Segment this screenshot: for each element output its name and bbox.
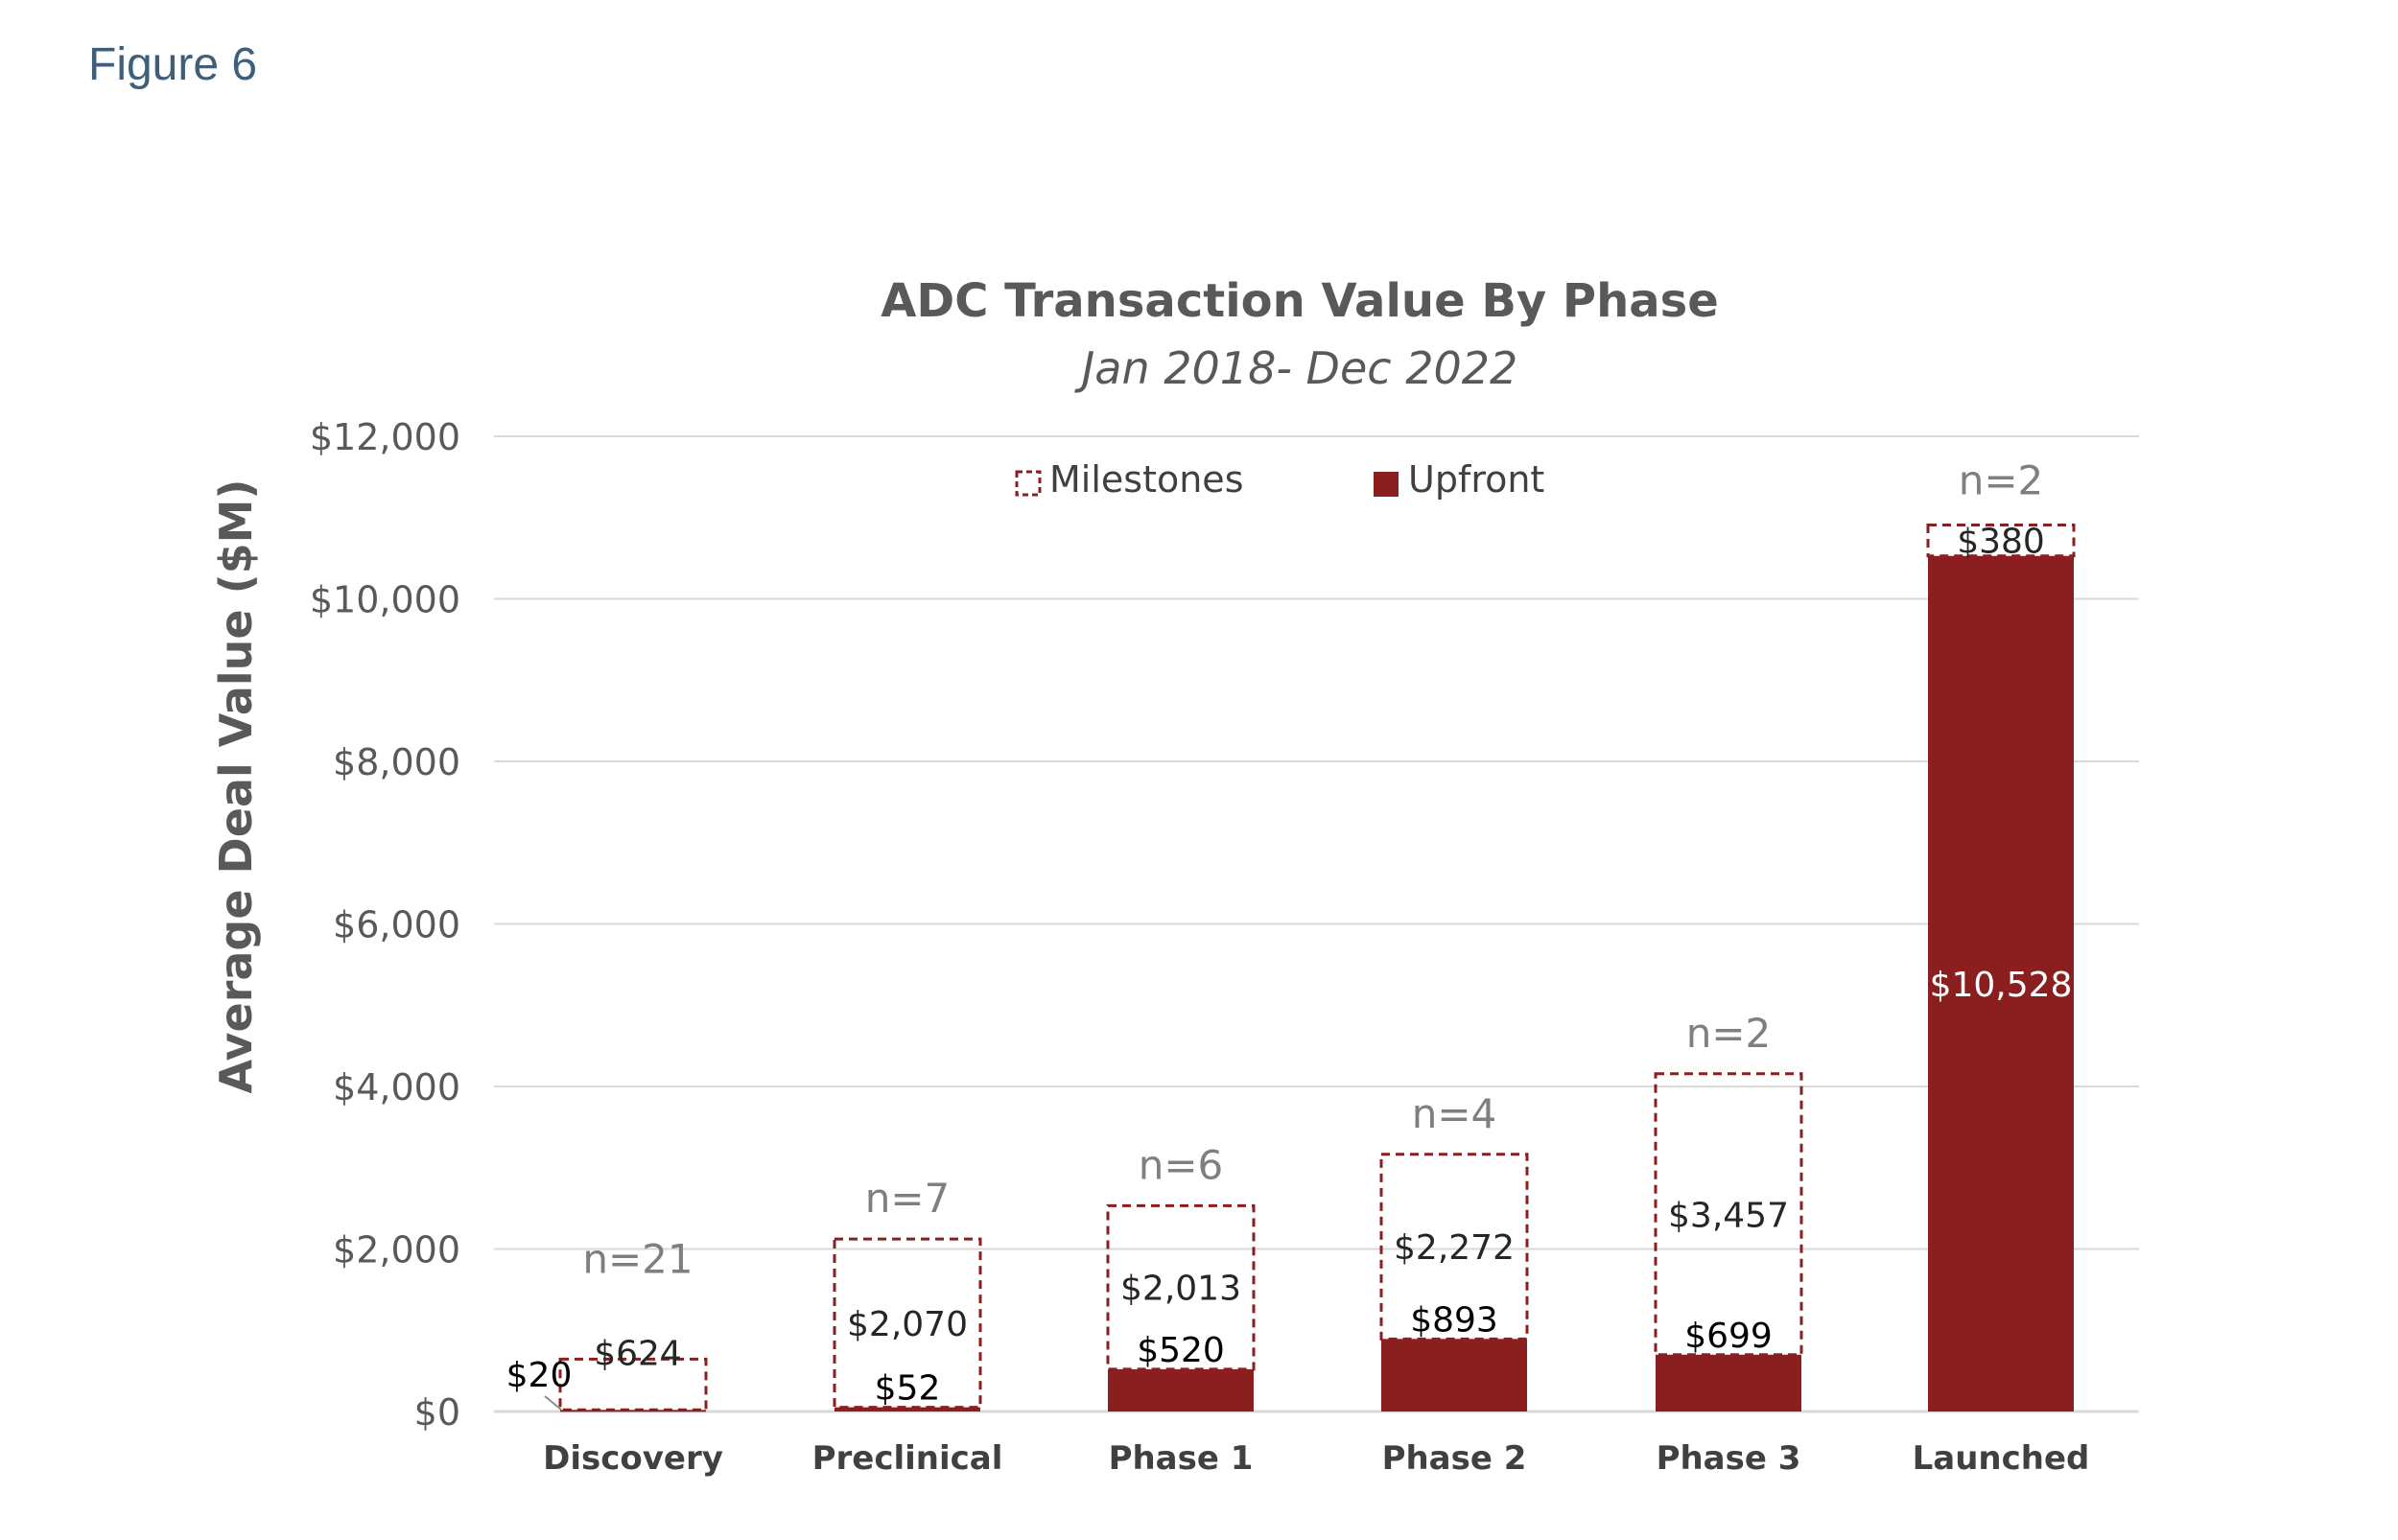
y-tick-label: $10,000 bbox=[310, 579, 460, 621]
legend: Milestones Upfront bbox=[1015, 458, 1544, 501]
gridlines bbox=[494, 435, 2139, 1413]
figure-label: Figure 6 bbox=[88, 39, 258, 90]
upfront-value-label: $10,528 bbox=[1930, 966, 2073, 1005]
milestones-value-label: $380 bbox=[1957, 523, 2045, 562]
milestones-value-label: $2,070 bbox=[847, 1305, 968, 1344]
bars: $624 $20 n=21 $2,070 $52 n=7 $2,013 $520 n=6 $2,2… bbox=[506, 457, 2076, 1412]
x-axis-ticks: Discovery Preclinical Phase 1 Phase 2 Phase … bbox=[543, 1439, 2089, 1478]
y-axis-ticks: $0 $2,000 $4,000 $6,000 $8,000 $10,000 $12,000 bbox=[310, 416, 460, 1434]
legend-swatch-upfront bbox=[1374, 472, 1399, 497]
upfront-bar bbox=[560, 1410, 706, 1412]
leader-line bbox=[544, 1395, 562, 1411]
upfront-value-label: $20 bbox=[506, 1356, 573, 1395]
upfront-value-label: $520 bbox=[1137, 1331, 1225, 1370]
y-tick-label: $6,000 bbox=[333, 904, 460, 946]
milestones-bar bbox=[1106, 1203, 1256, 1371]
legend-swatch-milestones bbox=[1015, 470, 1042, 497]
n-label: n=2 bbox=[1959, 457, 2044, 504]
x-tick-label: Discovery bbox=[543, 1439, 723, 1478]
upfront-bar bbox=[1108, 1368, 1254, 1412]
milestones-value-label: $624 bbox=[594, 1334, 682, 1373]
chart-title: ADC Transaction Value By Phase bbox=[881, 274, 1719, 328]
upfront-value-label: $52 bbox=[875, 1369, 941, 1409]
milestones-bar bbox=[1926, 524, 2076, 558]
x-tick-label: Phase 2 bbox=[1382, 1439, 1527, 1478]
y-axis-label: Average Deal Value ($M) bbox=[210, 479, 262, 1094]
milestones-value-label: $2,013 bbox=[1120, 1270, 1241, 1309]
upfront-value-label: $699 bbox=[1684, 1317, 1773, 1356]
upfront-bar bbox=[1656, 1354, 1801, 1412]
y-tick-label: $8,000 bbox=[333, 741, 460, 783]
x-tick-label: Phase 3 bbox=[1657, 1439, 1801, 1478]
n-label: n=2 bbox=[1686, 1010, 1772, 1057]
milestones-value-label: $2,272 bbox=[1394, 1228, 1515, 1268]
y-tick-label: $4,000 bbox=[333, 1066, 460, 1108]
milestones-bar bbox=[1379, 1153, 1529, 1341]
n-label: n=7 bbox=[865, 1175, 951, 1222]
y-tick-label: $12,000 bbox=[310, 416, 460, 458]
n-label: n=4 bbox=[1412, 1090, 1497, 1137]
upfront-bar bbox=[1928, 555, 2074, 1412]
upfront-value-label: $893 bbox=[1410, 1300, 1498, 1340]
milestones-bar bbox=[558, 1357, 708, 1412]
chart-subtitle: Jan 2018- Dec 2022 bbox=[1074, 342, 1518, 394]
milestones-value-label: $3,457 bbox=[1668, 1196, 1789, 1235]
n-label: n=21 bbox=[582, 1235, 693, 1282]
n-label: n=6 bbox=[1139, 1141, 1224, 1188]
legend-label-upfront: Upfront bbox=[1408, 458, 1544, 501]
legend-label-milestones: Milestones bbox=[1049, 458, 1244, 501]
y-tick-label: $0 bbox=[414, 1391, 460, 1434]
x-tick-label: Phase 1 bbox=[1109, 1439, 1254, 1478]
upfront-bar bbox=[835, 1407, 980, 1412]
milestones-bar bbox=[833, 1237, 982, 1410]
x-tick-label: Launched bbox=[1913, 1439, 2090, 1478]
y-tick-label: $2,000 bbox=[333, 1229, 460, 1272]
x-tick-label: Preclinical bbox=[812, 1439, 1003, 1478]
upfront-bar bbox=[1381, 1339, 1527, 1412]
milestones-bar bbox=[1654, 1072, 1803, 1357]
